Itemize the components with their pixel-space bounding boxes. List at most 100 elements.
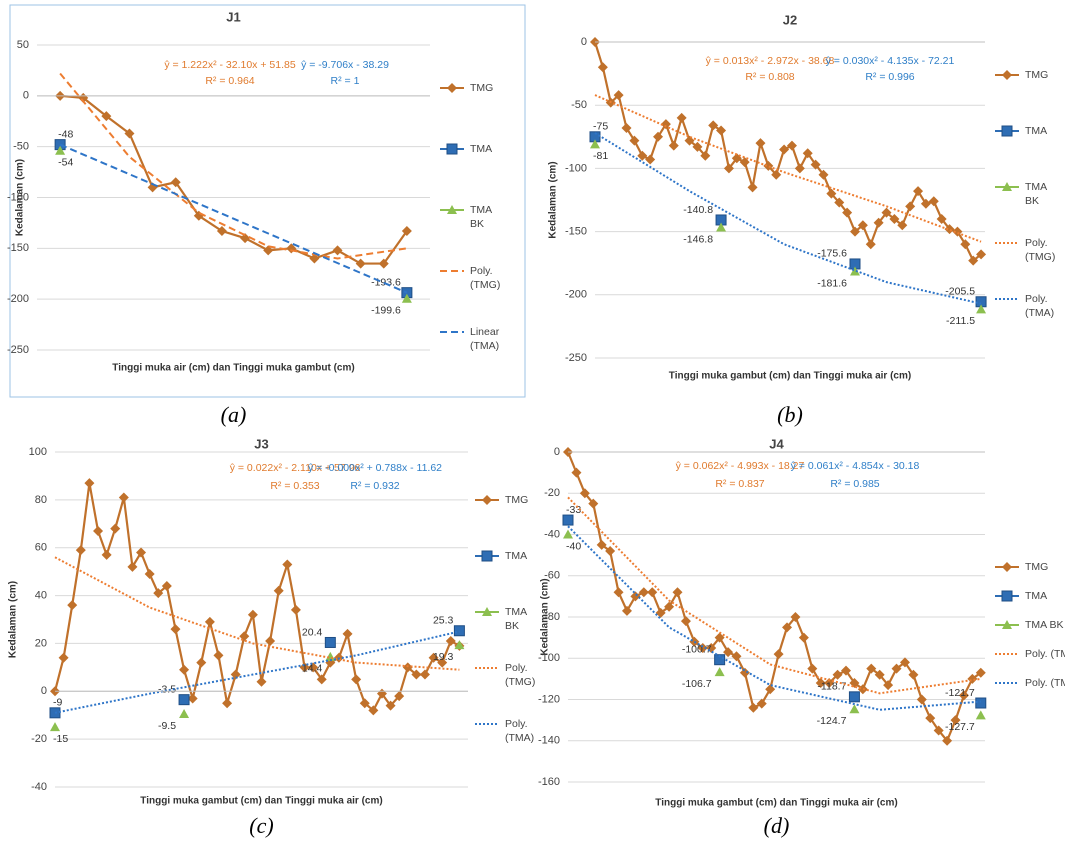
y-tick-label: 80 (35, 494, 47, 506)
marker (660, 119, 671, 130)
legend-label: TMA BK (505, 606, 527, 632)
data-label: 25.3 (433, 615, 454, 627)
marker (790, 612, 801, 622)
y-tick-label: -200 (7, 293, 29, 305)
marker (676, 112, 687, 123)
legend-label: TMG (1025, 69, 1048, 81)
marker (93, 525, 104, 536)
marker (958, 690, 969, 701)
y-axis-label: Kedalaman (cm) (540, 578, 551, 655)
marker (588, 498, 599, 509)
marker (596, 539, 607, 550)
marker (765, 684, 776, 695)
marker (419, 669, 430, 680)
marker (874, 669, 885, 680)
marker (1001, 125, 1013, 137)
y-tick-label: -250 (7, 344, 29, 356)
data-label: 20.4 (302, 626, 323, 638)
marker (613, 90, 624, 101)
marker (747, 182, 758, 193)
data-label: -40 (566, 540, 581, 552)
chart-title: J3 (254, 436, 268, 451)
marker (411, 669, 422, 680)
annotation: ŷ = 0.013x² - 2.972x - 38.68 (706, 55, 835, 67)
data-label: -100.7 (682, 643, 712, 655)
y-tick-label: -60 (544, 570, 560, 582)
marker (976, 249, 987, 260)
annotation: R² = 0.353 (270, 480, 319, 492)
marker (908, 669, 919, 680)
marker (324, 636, 336, 648)
marker (629, 135, 640, 146)
marker (332, 245, 343, 256)
marker (773, 649, 784, 660)
marker (454, 640, 465, 650)
marker (359, 698, 370, 709)
legend-label: TMA BK (1025, 619, 1064, 631)
marker (101, 111, 112, 122)
marker (913, 186, 924, 197)
trend-line (594, 132, 982, 305)
marker (684, 135, 695, 146)
marker (857, 220, 868, 231)
marker (975, 710, 986, 720)
marker (482, 607, 492, 616)
y-tick-label: -100 (565, 162, 587, 174)
marker (481, 550, 493, 562)
marker (256, 676, 267, 687)
marker (916, 694, 927, 705)
data-label: -211.5 (946, 315, 975, 327)
marker (325, 657, 336, 668)
data-label: -48 (58, 128, 73, 140)
marker (755, 138, 766, 149)
legend-label-part: Poly. (470, 265, 493, 277)
series-line (566, 451, 982, 743)
marker (850, 226, 860, 237)
marker (834, 197, 845, 208)
marker (75, 545, 86, 556)
marker (178, 694, 190, 706)
marker (263, 245, 274, 256)
marker (1001, 590, 1013, 602)
marker (637, 150, 648, 161)
marker (807, 663, 818, 674)
legend-label-part: BK (470, 218, 484, 230)
marker (446, 143, 458, 155)
annotation: ŷ = -0.000x² + 0.788x - 11.62 (308, 462, 442, 474)
marker (368, 705, 379, 716)
marker (563, 529, 573, 539)
marker (782, 622, 793, 633)
marker (579, 488, 590, 499)
marker (401, 226, 412, 237)
marker (265, 636, 276, 647)
legend-label-part: (TMG) (505, 676, 535, 688)
marker (67, 600, 78, 611)
marker (50, 722, 60, 732)
annotation: ŷ = 1.222x² - 32.10x + 51.85 (164, 59, 295, 71)
marker (385, 700, 396, 711)
marker (247, 609, 258, 620)
marker (810, 159, 821, 170)
marker (482, 495, 492, 505)
y-tick-label: 40 (35, 589, 47, 601)
annotation: R² = 0.985 (830, 478, 879, 490)
chart-title: J4 (769, 436, 784, 451)
marker (402, 662, 413, 673)
marker (144, 569, 155, 580)
marker (950, 715, 961, 726)
marker (351, 674, 362, 685)
marker (110, 523, 121, 534)
marker (920, 198, 931, 209)
marker (883, 680, 894, 691)
y-tick-label: -40 (31, 781, 47, 793)
marker (179, 664, 190, 675)
series-line (53, 482, 460, 713)
chart-title: J1 (226, 9, 240, 24)
marker (925, 713, 936, 724)
marker (290, 604, 301, 615)
marker (664, 601, 675, 612)
legend-label: TMA (1025, 125, 1047, 137)
marker (756, 698, 767, 709)
marker (739, 667, 750, 678)
legend-label-part: TMA (505, 606, 527, 618)
